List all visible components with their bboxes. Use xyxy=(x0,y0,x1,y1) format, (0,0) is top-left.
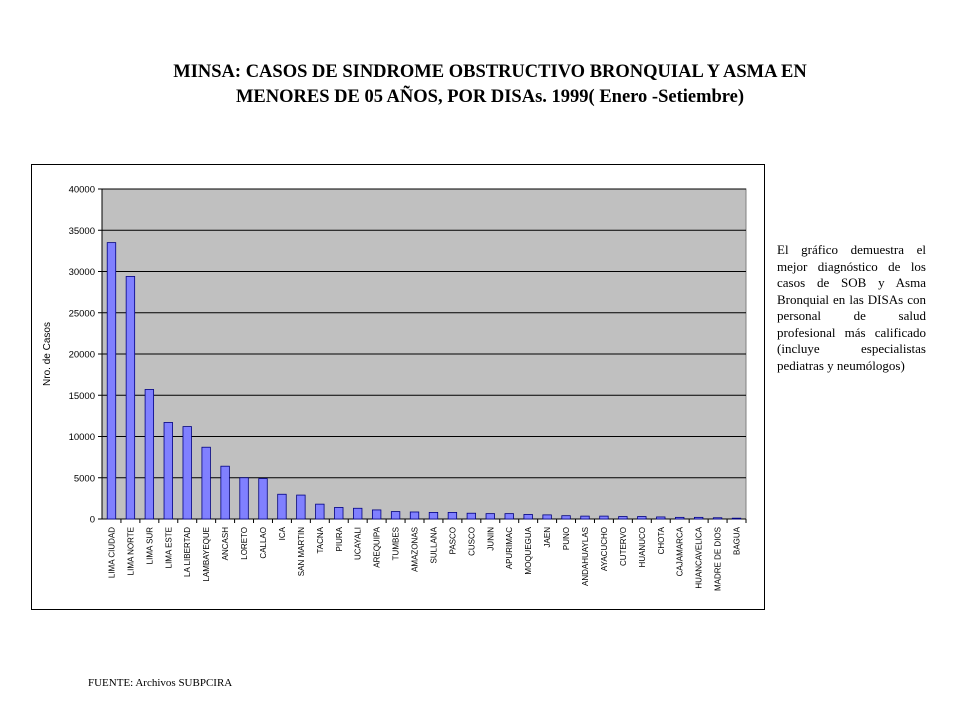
x-tick-label: HUANCAVELICA xyxy=(695,526,704,588)
bar xyxy=(580,515,590,520)
bar xyxy=(201,446,211,520)
bar xyxy=(656,516,666,520)
y-tick-label: 5000 xyxy=(74,473,95,484)
x-tick-label: JUNIN xyxy=(486,527,495,551)
x-tick-label: HUANUCO xyxy=(638,527,647,567)
bar xyxy=(542,514,552,520)
y-tick-label: 40000 xyxy=(69,185,95,196)
x-tick-label: LAMBAYEQUE xyxy=(202,527,211,582)
x-tick-label: CUSCO xyxy=(467,527,476,556)
x-tick-label: CALLAO xyxy=(259,527,268,559)
x-tick-label: PASCO xyxy=(448,527,457,554)
x-tick-label: TACNA xyxy=(316,526,325,553)
bar xyxy=(599,515,609,520)
x-tick-label: LIMA SUR xyxy=(145,527,154,565)
bar xyxy=(409,511,420,520)
x-tick-label: LA LIBERTAD xyxy=(183,527,192,577)
x-tick-label: ANDAHUAYLAS xyxy=(581,527,590,586)
bar xyxy=(125,276,136,520)
chart-title-line1: MINSA: CASOS DE SINDROME OBSTRUCTIVO BRO… xyxy=(173,62,807,82)
y-tick-label: 0 xyxy=(90,515,95,526)
bar xyxy=(277,493,287,520)
bar xyxy=(712,517,723,520)
bar xyxy=(675,516,685,520)
chart-note: El gráfico demuestra el mejor diagnóstic… xyxy=(777,242,926,373)
x-tick-label: TUMBES xyxy=(392,527,401,560)
bar xyxy=(296,494,306,520)
bar xyxy=(693,516,704,520)
x-tick-label: APURIMAC xyxy=(505,527,514,569)
bar xyxy=(182,426,192,520)
x-tick-label: PUNO xyxy=(562,527,571,550)
bar xyxy=(523,514,533,520)
chart-title: MINSA: CASOS DE SINDROME OBSTRUCTIVO BRO… xyxy=(100,60,880,110)
bar xyxy=(731,517,742,520)
chart-area: 0 5000 10000 15000 20000 25000 30000 35000 40000… xyxy=(31,164,765,610)
x-tick-label: BAGUA xyxy=(733,526,742,555)
x-tick-label: SULLANA xyxy=(429,526,438,563)
x-tick-label: MOQUEGUA xyxy=(524,526,533,574)
bar xyxy=(220,465,230,520)
bar xyxy=(106,242,117,520)
y-tick-label: 30000 xyxy=(69,267,95,278)
x-tick-label: AYACUCHO xyxy=(600,527,609,571)
bar xyxy=(504,513,514,520)
x-tick-label: UCAYALI xyxy=(354,527,363,560)
x-tick-label: MADRE DE DIOS xyxy=(714,527,723,591)
source-note: FUENTE: Archivos SUBPCIRA xyxy=(88,677,233,689)
x-tick-label: CHOTA xyxy=(657,526,666,554)
x-tick-label: LIMA CIUDAD xyxy=(107,527,116,578)
bar xyxy=(447,511,458,520)
x-tick-label: LIMA NORTE xyxy=(126,527,135,575)
bar xyxy=(618,516,628,520)
bar xyxy=(353,507,363,520)
x-tick-label: PIURA xyxy=(335,526,344,551)
chart-title-line2: MENORES DE 05 AÑOS, POR DISAs. 1999( Ene… xyxy=(235,87,745,107)
bar xyxy=(485,513,495,520)
bar xyxy=(466,512,477,520)
y-tick-label: 20000 xyxy=(69,350,95,361)
bar-chart: 0 5000 10000 15000 20000 25000 30000 35000 40000… xyxy=(42,185,747,591)
bar xyxy=(163,422,173,520)
bar xyxy=(371,509,382,520)
bar xyxy=(428,511,439,520)
y-tick-label: 25000 xyxy=(69,308,95,319)
bar xyxy=(334,507,344,520)
y-tick-label: 15000 xyxy=(69,391,95,402)
x-tick-label: SAN MARTIN xyxy=(297,527,306,576)
bar xyxy=(390,511,401,520)
bar xyxy=(239,477,249,520)
x-tick-label: LIMA ESTE xyxy=(164,527,173,568)
x-tick-label: ANCASH xyxy=(221,527,230,561)
bar xyxy=(258,478,268,520)
x-tick-label: ICA xyxy=(278,526,287,540)
x-tick-label: AREQUIPA xyxy=(373,526,382,567)
bar xyxy=(315,503,325,520)
x-tick-label: JAEN xyxy=(543,527,552,548)
bar xyxy=(637,516,647,520)
x-tick-label: AMAZONAS xyxy=(411,527,420,572)
y-tick-label: 10000 xyxy=(69,432,95,443)
bar xyxy=(561,515,571,520)
y-tick-label: 35000 xyxy=(69,226,95,237)
y-axis-label: Nro. de Casos xyxy=(42,322,53,386)
x-tick-label: CAJAMARCA xyxy=(676,526,685,576)
x-tick-label: LORETO xyxy=(240,527,249,560)
bar xyxy=(144,389,155,520)
x-tick-label: CUTERVO xyxy=(619,527,628,566)
